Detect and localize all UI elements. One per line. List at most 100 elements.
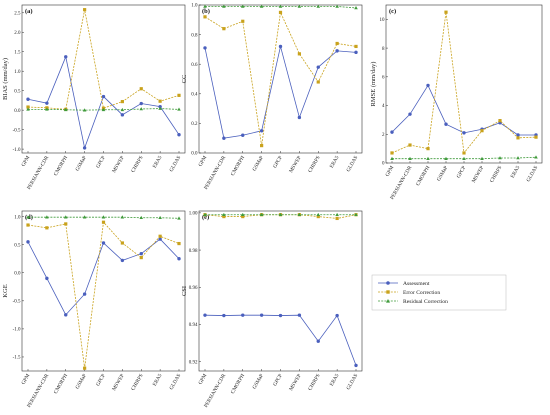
data-point-assessment [297, 115, 302, 120]
y-tick-label: 0.5 [14, 243, 21, 248]
data-point-assessment [408, 112, 412, 116]
data-point-residual-correction [158, 106, 162, 110]
data-point-error-correction [278, 10, 283, 14]
data-point-residual-correction [26, 215, 30, 219]
data-point-residual-correction [120, 107, 125, 112]
x-tick-label: MSWEP [288, 155, 302, 174]
x-tick-label: MSWEP [111, 373, 125, 392]
x-tick-label: CHIRPS [307, 155, 321, 174]
data-point-assessment [177, 257, 181, 261]
data-point-assessment [101, 241, 106, 245]
y-tick-label: 6 [382, 76, 385, 81]
y-tick-label: 0.96 [189, 286, 198, 291]
x-tick-label: ERA5 [152, 155, 164, 170]
data-point-error-correction [64, 222, 68, 226]
x-tick-label: CHIRPS [130, 373, 144, 392]
series-error-correction [26, 220, 181, 370]
x-tick-label: CMORPH [230, 373, 246, 395]
data-point-error-correction [534, 135, 538, 139]
series-line-assessment [27, 238, 180, 316]
series-assessment [203, 44, 358, 140]
legend-frame [371, 274, 507, 311]
data-point-error-correction [408, 143, 412, 147]
y-tick-label: 0 [382, 162, 385, 167]
data-point-assessment [316, 339, 320, 343]
data-point-residual-correction [534, 155, 538, 159]
y-tick-label: 0.4 [191, 93, 198, 98]
y-tick-label: 10 [380, 18, 386, 23]
data-point-error-correction [101, 220, 106, 224]
x-tick-label: GSMaP [252, 373, 265, 390]
series-error-correction [390, 10, 538, 155]
panel-label: (c) [389, 8, 396, 15]
data-point-assessment [297, 313, 302, 317]
data-point-assessment [426, 83, 430, 88]
data-point-error-correction [390, 151, 394, 155]
y-tick-label: 0.0 [14, 271, 21, 276]
panel-label: (a) [25, 8, 33, 15]
y-tick-label: -0.5 [13, 300, 21, 305]
x-tick-label: GSMaP [75, 155, 88, 172]
series-residual-correction [203, 212, 358, 217]
x-tick-label: GLDAS [525, 165, 539, 183]
y-tick-label: 2.0 [14, 31, 21, 36]
data-point-residual-correction [203, 4, 207, 8]
data-point-residual-correction [63, 107, 68, 112]
data-point-residual-correction [82, 108, 87, 112]
data-point-error-correction [45, 226, 49, 230]
data-point-error-correction [120, 99, 124, 104]
legend-marker-residual-correction [386, 299, 390, 303]
x-tick-label: CHIRPS [130, 155, 144, 174]
data-point-error-correction [316, 214, 320, 219]
data-point-residual-correction [240, 212, 245, 217]
y-axis-label: BIAS (mm/day) [2, 58, 9, 100]
y-axis-label: KGE [2, 284, 9, 297]
x-tick-label: GSMaP [436, 165, 449, 182]
data-point-assessment [64, 55, 68, 59]
data-point-error-correction [241, 19, 245, 23]
data-point-residual-correction [203, 212, 207, 217]
legend: Assessment Error Correction Residual Cor… [371, 274, 507, 311]
y-tick-label: 0.6 [191, 63, 198, 68]
data-point-assessment [259, 313, 264, 317]
legend-label-error-correction: Error Correction [403, 290, 440, 296]
data-point-residual-correction [444, 156, 448, 160]
data-point-residual-correction [177, 216, 181, 220]
data-point-assessment [158, 237, 162, 241]
data-point-residual-correction [259, 4, 264, 8]
data-point-residual-correction [45, 107, 49, 111]
legend-marker-assessment [386, 281, 390, 285]
x-tick-label: CHIRPS [489, 165, 503, 184]
x-tick-label: GLDAS [345, 155, 359, 173]
x-tick-label: GPM [385, 165, 396, 178]
data-point-assessment [139, 251, 143, 256]
series-residual-correction [390, 155, 538, 160]
data-point-residual-correction [335, 4, 339, 8]
data-point-assessment [177, 132, 181, 137]
x-tick-label: CMORPH [230, 155, 246, 177]
data-point-error-correction [444, 10, 448, 14]
y-tick-label: 2 [382, 133, 385, 138]
series-line-error-correction [204, 214, 357, 219]
data-point-error-correction [83, 8, 87, 12]
data-point-assessment [390, 130, 394, 134]
x-tick-label: MSWEP [111, 155, 125, 174]
y-tick-label: 2.5 [14, 11, 21, 16]
data-point-residual-correction [354, 6, 358, 10]
x-tick-label: ERA5 [510, 165, 522, 180]
series-residual-correction [203, 4, 358, 10]
data-point-error-correction [222, 27, 226, 31]
x-tick-label: GPCP [272, 155, 284, 169]
y-tick-label: 1.0 [14, 70, 21, 75]
data-point-error-correction [120, 241, 124, 245]
data-point-assessment [335, 49, 339, 53]
data-point-error-correction [139, 87, 143, 91]
data-point-assessment [354, 50, 358, 55]
data-point-error-correction [177, 93, 181, 97]
data-point-assessment [203, 313, 207, 317]
x-tick-label: CMORPH [415, 165, 431, 187]
data-point-residual-correction [101, 107, 106, 112]
